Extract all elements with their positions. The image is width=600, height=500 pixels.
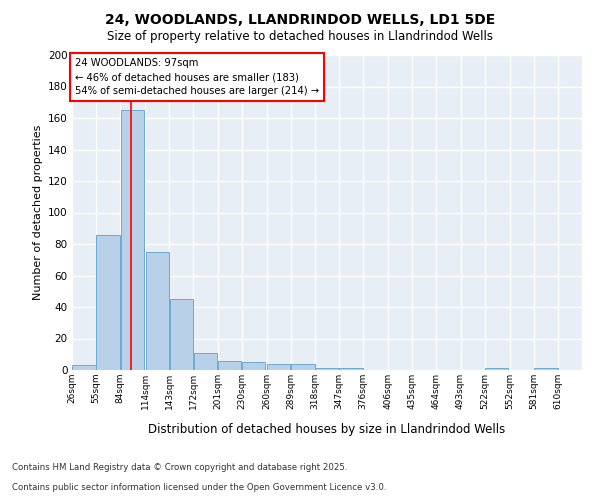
Text: Contains public sector information licensed under the Open Government Licence v3: Contains public sector information licen… [12, 484, 386, 492]
Y-axis label: Number of detached properties: Number of detached properties [32, 125, 43, 300]
Text: Size of property relative to detached houses in Llandrindod Wells: Size of property relative to detached ho… [107, 30, 493, 43]
Text: Contains HM Land Registry data © Crown copyright and database right 2025.: Contains HM Land Registry data © Crown c… [12, 464, 347, 472]
Bar [146, 252, 169, 370]
Bar [267, 364, 290, 370]
Text: 24 WOODLANDS: 97sqm
← 46% of detached houses are smaller (183)
54% of semi-detac: 24 WOODLANDS: 97sqm ← 46% of detached ho… [76, 58, 319, 96]
Bar [121, 110, 144, 370]
Bar [73, 366, 96, 370]
Bar [340, 368, 363, 370]
Bar [485, 368, 508, 370]
Bar [97, 234, 120, 370]
Bar [315, 368, 339, 370]
Bar [291, 364, 314, 370]
Bar [170, 299, 193, 370]
Bar [534, 368, 557, 370]
Text: Distribution of detached houses by size in Llandrindod Wells: Distribution of detached houses by size … [148, 422, 506, 436]
Bar [194, 352, 217, 370]
Text: 24, WOODLANDS, LLANDRINDOD WELLS, LD1 5DE: 24, WOODLANDS, LLANDRINDOD WELLS, LD1 5D… [105, 12, 495, 26]
Bar [218, 360, 241, 370]
Bar [242, 362, 265, 370]
